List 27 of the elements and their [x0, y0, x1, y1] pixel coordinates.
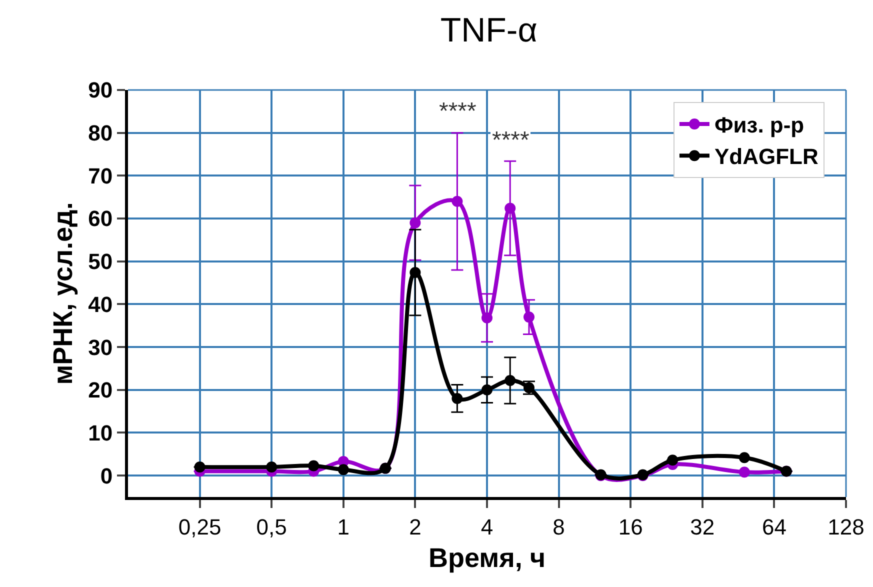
x-tick-label: 2 — [409, 514, 422, 540]
y-tick-label: 40 — [88, 292, 113, 317]
legend-label: Физ. р-р — [714, 112, 804, 138]
chart-title: TNF-α — [440, 11, 538, 50]
y-tick-label: 0 — [100, 463, 113, 488]
x-tick-label: 0,5 — [256, 514, 287, 540]
annotation: **** — [439, 98, 476, 125]
y-tick-label: 10 — [88, 420, 113, 446]
x-tick-label: 64 — [762, 514, 786, 540]
x-tick-label: 4 — [480, 514, 494, 540]
annotation: **** — [492, 127, 530, 154]
x-axis-title: Время, ч — [428, 542, 546, 573]
y-tick-label: 50 — [88, 249, 113, 274]
x-tick-label: 1 — [337, 514, 350, 540]
x-tick-label: 16 — [618, 514, 643, 540]
y-tick-label: 60 — [88, 206, 113, 232]
x-tick-label: 32 — [690, 514, 715, 540]
x-tick-label: 8 — [552, 514, 565, 540]
y-tick-label: 20 — [88, 378, 113, 403]
x-tick-label: 0,25 — [178, 514, 222, 540]
y-tick-label: 30 — [88, 334, 113, 360]
y-tick-label: 70 — [88, 163, 113, 188]
legend-label: YdAGFLR — [714, 144, 818, 170]
y-tick-label: 90 — [88, 78, 113, 103]
y-tick-label: 80 — [88, 120, 113, 146]
y-axis-title: мРНК, усл.ед. — [48, 202, 78, 385]
x-tick-label: 128 — [828, 514, 864, 540]
